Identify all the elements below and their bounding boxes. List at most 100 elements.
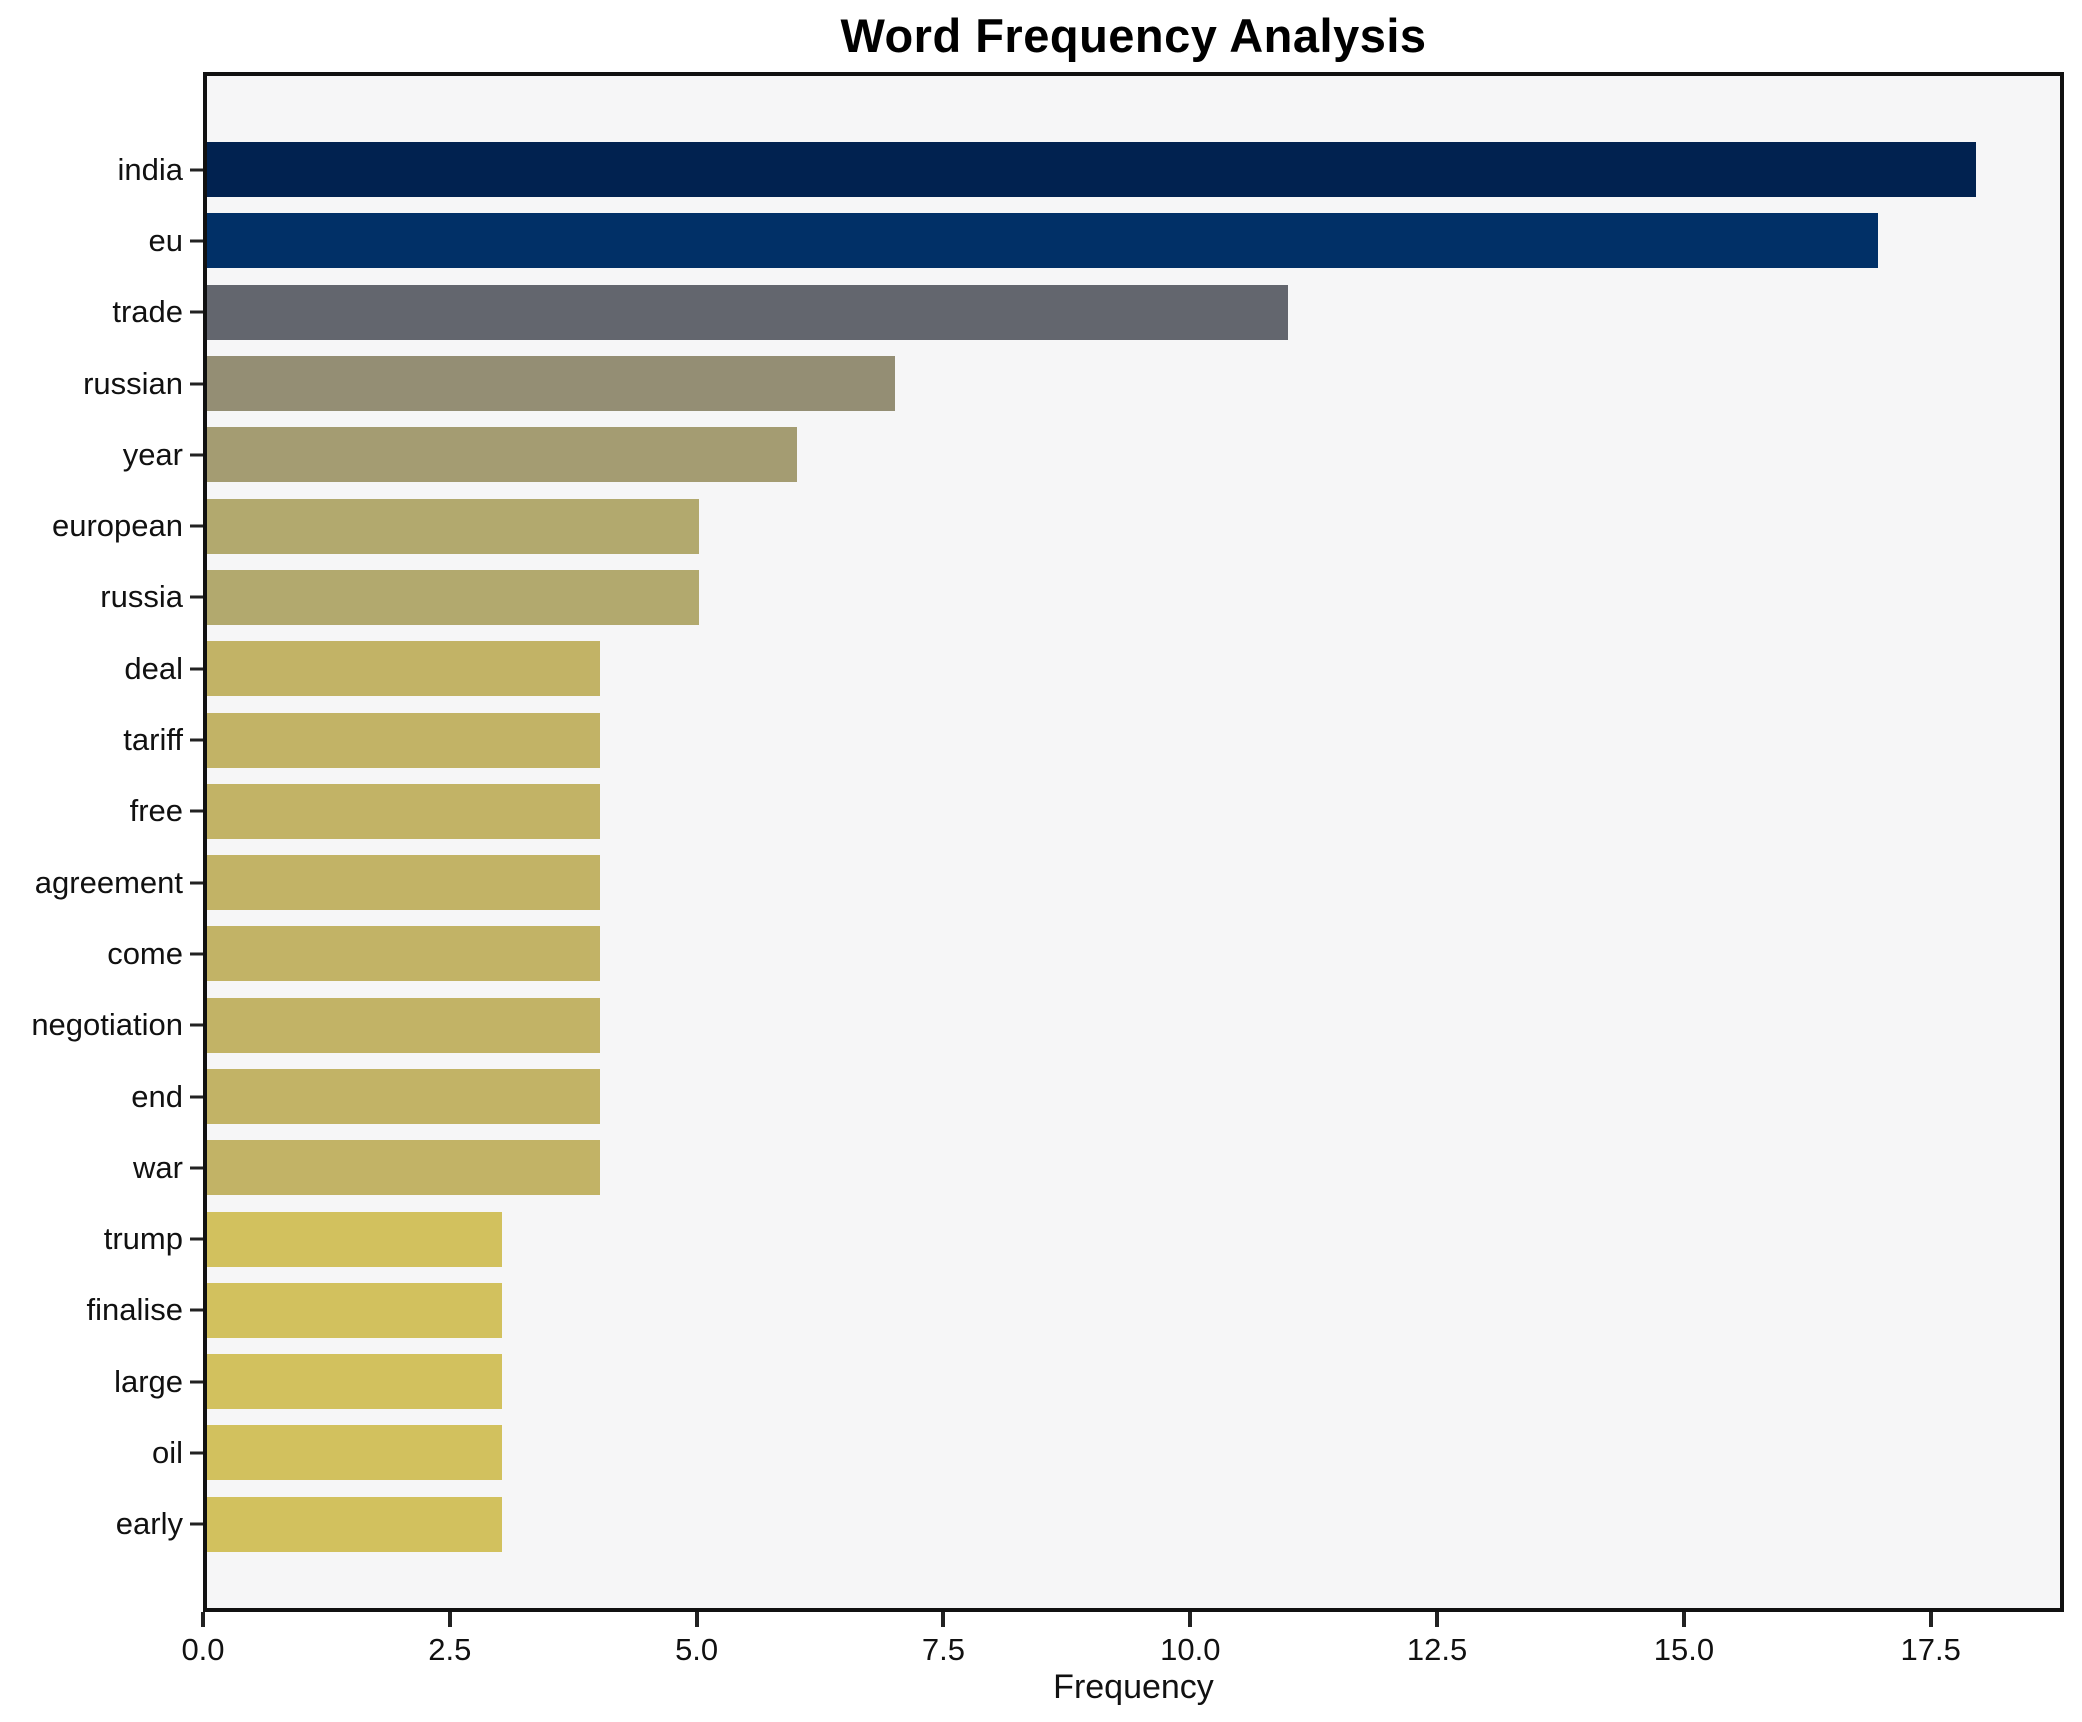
y-tick-mark [190, 310, 203, 314]
bar-row-large: large [114, 1346, 2060, 1417]
y-tick-mark [190, 453, 203, 457]
bar-deal [207, 641, 601, 697]
x-axis: 0.0 2.5 5.0 7.5 10.0 12.5 15.0 17.5 [181, 1612, 2064, 1692]
bar-tariff [207, 712, 601, 768]
y-tick-mark [190, 595, 203, 599]
y-tick-mark [190, 1166, 203, 1170]
bar-row-trump: trump [104, 1203, 2060, 1274]
x-tick-label: 15.0 [1653, 1632, 1715, 1667]
y-tick-mark [190, 239, 203, 243]
bar-row-eu: eu [149, 205, 2060, 276]
plot-area: india eu trade russian year european russia dea… [31, 72, 2064, 1612]
x-tick-mark [1188, 1612, 1193, 1627]
bar-end [207, 1069, 601, 1124]
y-tick-mark [190, 1308, 203, 1312]
y-tick-label-eu: eu [148, 222, 183, 258]
bar-come [207, 926, 601, 982]
y-tick-mark [190, 1522, 203, 1526]
bar-agreement [207, 855, 601, 911]
bar-row-negotiation: negotiation [31, 990, 2060, 1061]
x-tick-label: 7.5 [921, 1632, 965, 1667]
y-tick-label-end: end [131, 1078, 183, 1114]
y-tick-label-finalise: finalise [86, 1292, 184, 1328]
bar-finalise [207, 1282, 502, 1338]
x-tick-label: 2.5 [428, 1632, 472, 1667]
bar-free [207, 783, 601, 839]
bar-india [207, 142, 1977, 198]
y-tick-label-oil: oil [151, 1434, 183, 1470]
x-tick-label: 5.0 [675, 1632, 719, 1667]
y-tick-label-russia: russia [100, 579, 183, 615]
bar-row-year: year [123, 419, 2060, 490]
x-tick-mark [694, 1612, 699, 1627]
x-tick-mark [1928, 1612, 1933, 1627]
bar-row-oil: oil [152, 1417, 2060, 1488]
x-tick-mark [1435, 1612, 1440, 1627]
y-tick-mark [190, 738, 203, 742]
y-tick-label-russian: russian [83, 365, 183, 401]
x-tick-mark [447, 1612, 452, 1627]
y-tick-label-year: year [122, 436, 183, 472]
y-tick-mark [190, 952, 203, 956]
x-tick-mark [201, 1612, 205, 1627]
bar-row-russia: russia [100, 562, 2060, 633]
y-tick-label-tariff: tariff [123, 722, 183, 758]
y-tick-label-early: early [115, 1506, 183, 1542]
bar-row-end: end [131, 1061, 2060, 1132]
bar-european [207, 498, 699, 554]
bar-early [207, 1496, 502, 1552]
bars-area: india eu trade russian year european russia dea… [31, 76, 2060, 1608]
bar-oil [207, 1425, 502, 1481]
bar-russia [207, 569, 699, 625]
bar-row-tariff: tariff [123, 704, 2060, 775]
bar-row-russian: russian [83, 348, 2060, 419]
bar-row-european: european [52, 490, 2060, 561]
y-tick-mark [190, 1451, 203, 1455]
y-tick-label-trade: trade [112, 294, 183, 330]
y-tick-mark [190, 524, 203, 528]
bar-war [207, 1140, 601, 1196]
y-tick-mark [190, 168, 203, 172]
y-tick-mark [190, 667, 203, 671]
bar-row-india: india [118, 134, 2060, 205]
x-tick-label: 17.5 [1900, 1632, 1961, 1667]
bar-row-finalise: finalise [87, 1275, 2060, 1346]
y-tick-label-large: large [114, 1363, 183, 1399]
x-tick-mark [1681, 1612, 1686, 1627]
bar-russian [207, 356, 896, 412]
y-tick-mark [190, 881, 203, 885]
x-tick-label: 12.5 [1406, 1632, 1468, 1667]
y-tick-label-agreement: agreement [34, 864, 183, 900]
y-tick-label-war: war [133, 1149, 183, 1185]
chart-title: Word Frequency Analysis [840, 9, 1427, 62]
y-tick-label-european: european [51, 508, 183, 544]
bar-row-free: free [130, 776, 2060, 847]
bar-trade [207, 284, 1289, 340]
bar-row-war: war [133, 1132, 2060, 1203]
y-tick-label-free: free [129, 793, 183, 829]
bar-row-trade: trade [112, 277, 2060, 348]
bar-row-agreement: agreement [35, 847, 2060, 918]
bar-large [207, 1354, 502, 1410]
y-tick-label-negotiation: negotiation [31, 1007, 183, 1043]
y-tick-mark [190, 809, 203, 813]
y-tick-label-india: india [117, 151, 184, 187]
x-axis-label: Frequency [1053, 1668, 1214, 1706]
y-tick-label-come: come [107, 935, 183, 971]
y-tick-label-deal: deal [124, 650, 183, 686]
x-tick-label: 0.0 [181, 1632, 225, 1667]
bar-negotiation [207, 997, 601, 1053]
bar-year [207, 427, 797, 483]
y-tick-mark [190, 1380, 203, 1384]
bar-row-early: early [116, 1489, 2060, 1560]
y-tick-mark [190, 1023, 203, 1027]
bar-row-come: come [107, 918, 2060, 989]
bar-eu [207, 213, 1879, 269]
bar-row-deal: deal [124, 633, 2060, 704]
x-tick-mark [941, 1612, 946, 1627]
y-tick-mark [190, 1237, 203, 1241]
y-tick-mark [190, 1095, 203, 1098]
x-tick-label: 10.0 [1160, 1632, 1221, 1667]
y-tick-mark [190, 382, 203, 386]
